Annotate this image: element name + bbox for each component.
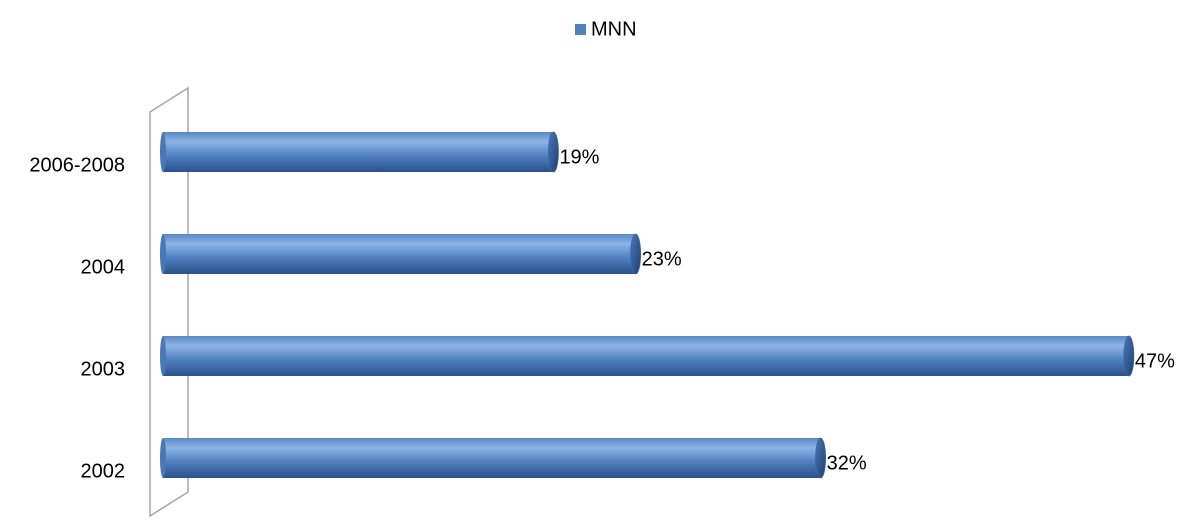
data-label: 19% bbox=[559, 146, 599, 168]
bar bbox=[160, 437, 826, 479]
y-tick-label: 2006-2008 bbox=[29, 154, 125, 176]
bar-end-cap bbox=[1123, 335, 1135, 377]
y-tick-label: 2003 bbox=[81, 358, 126, 380]
bar-start-cap bbox=[160, 438, 166, 478]
y-tick-label: 2002 bbox=[81, 460, 126, 482]
bar-start-cap bbox=[160, 132, 166, 172]
legend: MNN bbox=[575, 18, 637, 40]
bar-end-cap bbox=[630, 233, 642, 275]
bar bbox=[160, 335, 1135, 377]
legend-label: MNN bbox=[591, 18, 637, 40]
bar-body bbox=[163, 132, 554, 172]
bar-body bbox=[163, 234, 636, 274]
data-label: 23% bbox=[642, 248, 682, 270]
bar-end-cap bbox=[548, 131, 559, 173]
data-label: 32% bbox=[827, 452, 867, 474]
bar bbox=[160, 233, 642, 275]
bar-end-cap bbox=[815, 437, 826, 479]
bar bbox=[160, 131, 559, 173]
chart-wall bbox=[149, 86, 189, 518]
bar-body bbox=[163, 438, 821, 478]
bar-start-cap bbox=[160, 234, 166, 274]
bar-start-cap bbox=[160, 336, 166, 376]
data-label: 47% bbox=[1135, 350, 1175, 372]
y-tick-label: 2004 bbox=[81, 256, 126, 278]
legend-swatch bbox=[575, 24, 586, 35]
bar-body bbox=[163, 336, 1129, 376]
